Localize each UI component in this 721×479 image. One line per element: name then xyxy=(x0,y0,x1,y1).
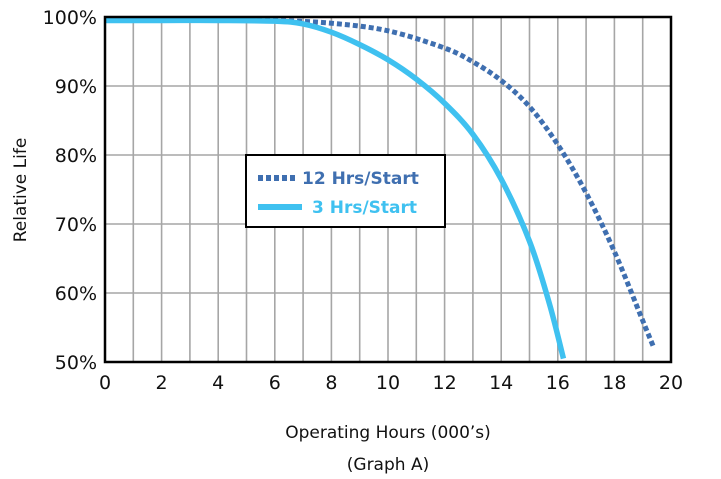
series-line-3-hrs-start xyxy=(104,17,567,360)
x-tick-label: 12 xyxy=(433,372,457,394)
legend-label-3-hrs: 3 Hrs/Start xyxy=(312,198,417,218)
legend: 12 Hrs/Start 3 Hrs/Start xyxy=(245,154,446,228)
x-tick-label: 6 xyxy=(269,372,281,394)
x-tick-label: 4 xyxy=(212,372,224,394)
x-tick-label: 8 xyxy=(325,372,337,394)
x-tick-label: 18 xyxy=(602,372,626,394)
x-tick-label: 16 xyxy=(546,372,570,394)
y-tick-label: 90% xyxy=(55,76,97,98)
x-axis-label: Operating Hours (000’s) xyxy=(285,423,491,443)
y-tick-label: 70% xyxy=(55,214,97,236)
x-tick-label: 14 xyxy=(489,372,513,394)
x-tick-label: 10 xyxy=(376,372,400,394)
series-layer xyxy=(104,17,657,360)
y-tick-labels: 50% 60% 70% 80% 90% 100% xyxy=(43,7,97,374)
x-tick-label: 0 xyxy=(99,372,111,394)
y-axis-label: Relative Life xyxy=(11,138,31,243)
x-tick-label: 20 xyxy=(659,372,683,394)
chart-subtitle: (Graph A) xyxy=(347,455,429,475)
legend-box xyxy=(245,154,446,228)
y-tick-label: 60% xyxy=(55,283,97,305)
legend-label-12-hrs: 12 Hrs/Start xyxy=(302,169,419,189)
grid-lines xyxy=(105,17,671,362)
y-tick-label: 50% xyxy=(55,352,97,374)
plot-frame xyxy=(103,15,673,364)
y-tick-label: 80% xyxy=(55,145,97,167)
y-tick-label: 100% xyxy=(43,7,97,29)
x-tick-labels: 0 2 4 6 8 10 12 14 16 18 20 xyxy=(99,372,683,394)
x-tick-label: 2 xyxy=(156,372,168,394)
